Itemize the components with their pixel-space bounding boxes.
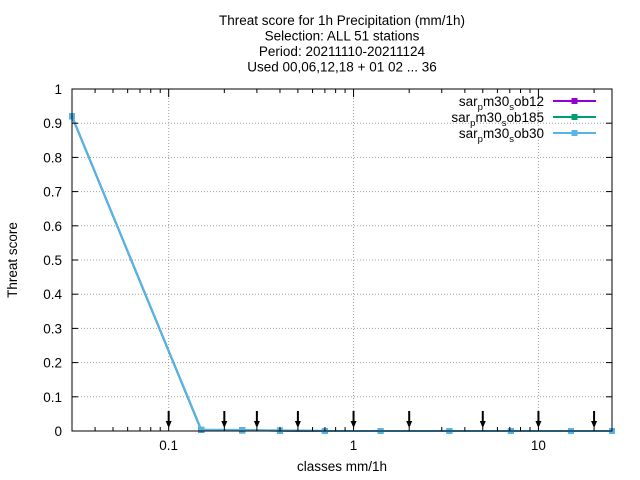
y-axis-label: Threat score [5,222,20,298]
legend-label-part: p [478,134,483,145]
y-tick-label: 0.7 [43,185,62,200]
y-tick-label: 0.1 [43,390,62,405]
y-tick-label: 0.9 [43,116,62,131]
legend-label-part: s [502,118,507,129]
legend-label-part: ob12 [514,94,544,109]
axis-ticks: 0 0.1 0.2 0.3 0.4 0.5 0.6 0.7 0.8 0.9 1 0.1 1 10 [43,82,612,453]
legend-label-part: sar [459,94,478,109]
x-tick-label: 1 [350,438,358,453]
y-tick-label: 0.6 [43,219,62,234]
y-tick-label: 0.3 [43,321,62,336]
threshold-marker-head [253,421,260,428]
grid-lines [72,89,612,431]
y-tick-label: 1 [54,82,62,97]
chart-title-line: Period: 20211110-20211124 [259,44,426,59]
y-tick-label: 0.5 [43,253,62,268]
legend-swatch-point-0 [571,98,578,104]
legend-label-0: sarpm30sob12 [459,94,544,113]
legend-swatch-point-2 [571,130,578,136]
legend-label-part: s [509,102,514,113]
chart-title-line: Used 00,06,12,18 + 01 02 ... 36 [247,60,437,75]
threshold-marker-head [479,421,486,428]
legend-label-part: m30 [475,110,501,125]
threshold-marker-head [294,421,301,428]
series-line-1 [71,115,612,432]
legend-label-part: sar [451,110,470,125]
legend-label-part: sar [459,126,478,141]
legend-label-part: m30 [483,126,509,141]
chart-title-line: Threat score for 1h Precipitation (mm/1h… [219,13,465,28]
legend-label-2: sarpm30sob30 [459,126,544,145]
threshold-marker-head [591,421,598,428]
legend-label-1: sarpm30sob185 [451,110,544,129]
y-tick-label: 0.4 [43,287,62,302]
x-axis-label: classes mm/1h [297,459,387,474]
y-tick-label: 0.8 [43,150,62,165]
series-point-2 [239,426,246,433]
legend-label-part: p [470,118,475,129]
threshold-marker-head [221,421,228,428]
legend-label-part: ob185 [506,110,544,125]
chart-title: Threat score for 1h Precipitation (mm/1h… [219,13,465,75]
x-tick-label: 0.1 [159,438,178,453]
series-line-0 [71,115,612,432]
threshold-markers [165,411,598,428]
threshold-marker-head [406,421,413,428]
x-tick-label: 10 [531,438,546,453]
legend-label-part: ob30 [514,126,544,141]
data-series [69,113,615,434]
series-line-2 [71,115,612,432]
chart-title-line: Selection: ALL 51 stations [265,29,420,44]
legend-label-part: p [478,102,483,113]
legend-swatch-point-1 [571,114,578,120]
y-tick-label: 0.2 [43,356,62,371]
legend-label-part: m30 [483,94,509,109]
legend-label-part: s [509,134,514,145]
y-tick-label: 0 [54,424,62,439]
series-point-2 [198,426,205,433]
